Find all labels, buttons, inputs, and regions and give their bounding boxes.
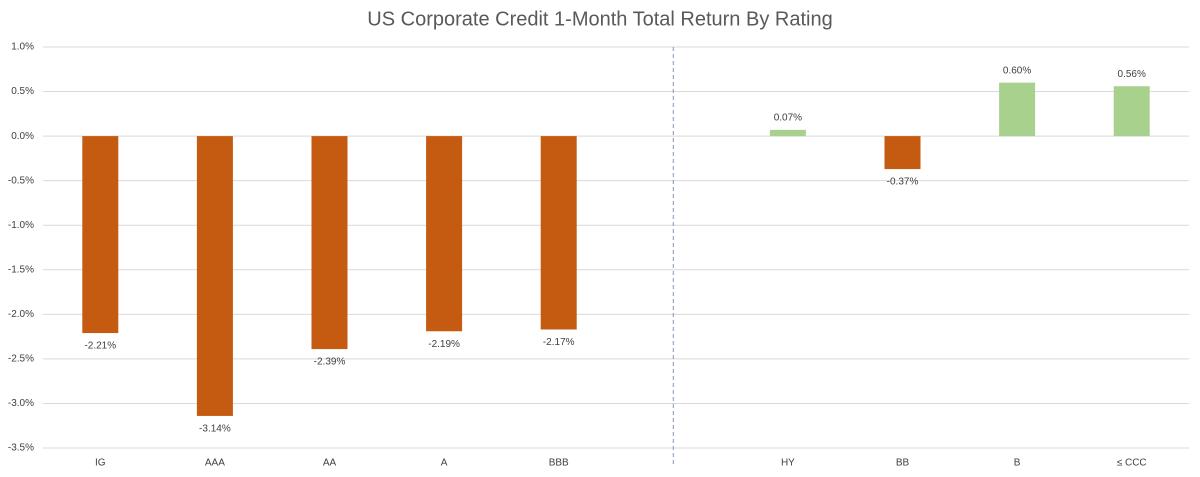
x-tick-label: ≤ CCC	[1117, 458, 1147, 469]
bar	[999, 82, 1036, 137]
y-tick-label: 0.0%	[11, 131, 34, 142]
y-tick-label: -2.0%	[8, 309, 34, 320]
value-label: 0.60%	[1003, 65, 1031, 76]
bar	[196, 136, 233, 416]
y-tick-label: 0.5%	[11, 86, 34, 97]
value-label: 0.56%	[1118, 69, 1146, 80]
x-tick-label: IG	[95, 458, 106, 469]
x-tick-label: B	[1014, 458, 1021, 469]
value-label: -2.17%	[543, 337, 575, 348]
bar	[311, 136, 348, 350]
x-tick-label: AA	[323, 458, 337, 469]
chart-title: US Corporate Credit 1-Month Total Return…	[367, 8, 832, 30]
y-tick-label: -1.0%	[8, 220, 34, 231]
bar	[540, 136, 577, 330]
y-tick-label: -1.5%	[8, 264, 34, 275]
y-tick-label: 1.0%	[11, 42, 34, 53]
y-tick-label: -0.5%	[8, 175, 34, 186]
value-label: -2.39%	[314, 357, 346, 368]
x-tick-label: AAA	[205, 458, 225, 469]
x-tick-label: BB	[896, 458, 910, 469]
x-tick-label: HY	[781, 458, 795, 469]
x-tick-label: A	[441, 458, 448, 469]
bar	[769, 129, 806, 137]
value-label: -3.14%	[199, 424, 231, 435]
bar	[426, 136, 463, 332]
y-tick-label: -3.0%	[8, 398, 34, 409]
bar	[1113, 86, 1150, 137]
y-tick-label: -3.5%	[8, 443, 34, 454]
value-label: -2.21%	[84, 341, 116, 352]
x-tick-label: BBB	[549, 458, 569, 469]
y-tick-label: -2.5%	[8, 354, 34, 365]
value-label: -0.37%	[887, 177, 919, 188]
bar	[884, 136, 921, 170]
bar	[82, 136, 119, 334]
value-label: 0.07%	[774, 113, 802, 124]
value-label: -2.19%	[428, 339, 460, 350]
